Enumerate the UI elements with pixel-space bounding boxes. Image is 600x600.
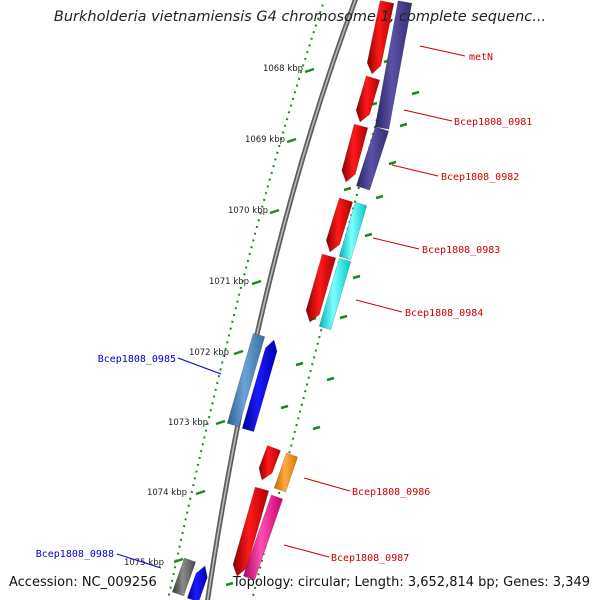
accession-text: Accession: NC_009256 [9,575,157,590]
features-layer [171,0,413,600]
gene-block-navy [355,126,390,191]
gene-label: metN [469,52,493,63]
ruler-minor-tick [388,160,397,166]
gene-label: Bcep1808_0982 [441,172,519,183]
ruler-minor-tick [312,425,321,431]
gene-metN-arrow [366,0,395,75]
gene-block-orange [273,452,299,493]
gene-label-leader [372,237,420,250]
backbone-layer [205,0,358,600]
gene-label-leader [116,553,162,569]
ruler-minor-tick [295,361,304,367]
ruler-minor-tick [280,404,289,410]
gene-label: Bcep1808_0986 [352,487,430,498]
gene-label-leader [391,164,439,177]
ruler-tick-label: 1069 kbp [245,135,285,145]
gene-label-leader [355,299,403,313]
map-title: Burkholderia vietnamiensis G4 chromosome… [53,9,547,25]
gene-label-leader [177,357,222,375]
gene-arrow-forward [258,445,281,481]
ruler-minor-tick [411,90,420,96]
ruler-tick-label: 1074 kbp [147,488,187,498]
gene-block-cyan [318,257,352,331]
ruler-minor-tick [225,581,234,587]
gene-arrow-forward [305,253,337,323]
gene-label: Bcep1808_0981 [454,117,532,128]
gene-arrow-forward [341,123,369,183]
gene-label-leader [419,45,466,57]
ruler-tick [304,67,315,74]
gene-label: Bcep1808_0988 [36,549,114,560]
gene-arrow-forward [355,75,381,123]
ruler-tick-label: 1068 kbp [263,64,303,74]
ruler-minor-tick [339,314,348,320]
ruler-minor-tick [364,232,373,238]
ruler-tick-label: 1073 kbp [168,418,208,428]
gene-block-gray [171,557,197,597]
gene-label-leader [403,109,453,122]
ruler-tick [173,557,184,564]
gene-arrow-reverse [241,339,278,433]
ruler-tick [215,419,226,426]
ruler-tick [195,489,206,496]
ruler-tick-label: 1072 kbp [189,348,229,358]
gene-arrow-reverse [186,565,208,600]
ruler-tick [286,137,297,144]
gene-label: Bcep1808_0987 [331,553,409,564]
gene-label: Bcep1808_0983 [422,245,500,256]
gene-label: Bcep1808_0984 [405,308,483,319]
ruler-minor-tick [399,122,408,128]
labels-layer: metN Bcep1808_0981 Bcep1808_0982 Bcep1808_0… [36,45,532,569]
ruler-tick-label: 1070 kbp [228,206,268,216]
gene-label-leader [283,544,330,558]
gene-block-navy [374,0,413,130]
genome-summary-text: Topology: circular; Length: 3,652,814 bp… [232,575,590,590]
ruler-minor-tick [375,194,384,200]
guide-dotted-line [166,0,326,600]
ruler-minor-tick [326,376,335,382]
gene-block-cyan [338,201,368,261]
chromosome-backbone-highlight [206,0,357,600]
gene-arrow-forward [232,486,270,577]
ruler-tick [233,349,244,356]
gene-label-leader [303,477,351,492]
gene-block-steel [226,332,266,428]
gene-block-pink [242,494,284,581]
ruler-minor-tick [352,274,361,280]
ruler-minor-tick [343,186,352,192]
ruler-tick [251,279,262,286]
gene-label: Bcep1808_0985 [98,354,176,365]
gene-arrow-forward [325,197,354,253]
ruler-tick [269,208,280,215]
ruler-tick-label: 1071 kbp [209,277,249,287]
